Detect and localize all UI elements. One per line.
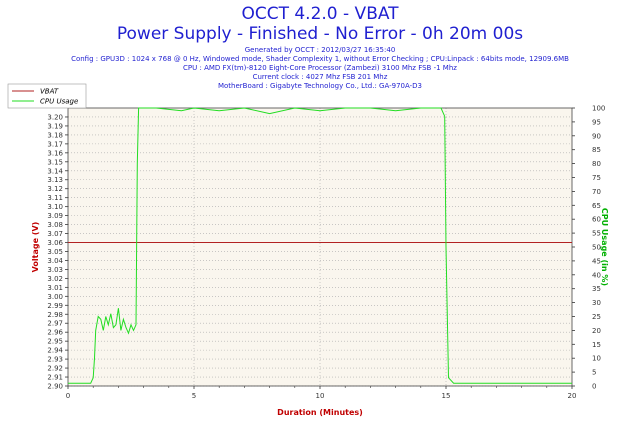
y-tick-label: 3.12 (47, 185, 63, 193)
y-tick-label: 3.01 (47, 284, 63, 292)
x-tick-label: 10 (316, 392, 325, 400)
y2-tick-label: 100 (592, 105, 605, 113)
y-tick-label: 3.18 (47, 131, 63, 139)
y-tick-label: 3.04 (47, 257, 63, 265)
info-motherboard: MotherBoard : Gigabyte Technology Co., L… (217, 82, 423, 90)
y-tick-label: 3.14 (47, 167, 63, 175)
y-tick-label: 3.09 (47, 212, 63, 220)
y2-tick-label: 30 (592, 299, 601, 307)
y-tick-label: 2.91 (47, 374, 63, 382)
y2-tick-label: 35 (592, 285, 601, 293)
y-tick-label: 3.17 (47, 140, 63, 148)
y2-tick-label: 80 (592, 160, 601, 168)
y-tick-label: 2.90 (47, 383, 63, 391)
y-tick-label: 3.10 (47, 203, 63, 211)
y-tick-label: 3.15 (47, 158, 63, 166)
info-generated: Generated by OCCT : 2012/03/27 16:35:40 (244, 46, 396, 54)
y-tick-label: 2.92 (47, 365, 63, 373)
y-axis-label: Voltage (V) (31, 222, 40, 273)
y2-tick-label: 70 (592, 188, 601, 196)
y2-tick-label: 50 (592, 244, 601, 252)
x-tick-label: 0 (66, 392, 70, 400)
y2-tick-label: 25 (592, 313, 601, 321)
y-tick-label: 2.98 (47, 311, 63, 319)
y-tick-label: 3.03 (47, 266, 63, 274)
info-clock: Current clock : 4027 Mhz FSB 201 Mhz (252, 73, 388, 81)
legend: VBAT CPU Usage (7, 83, 87, 109)
x-tick-label: 5 (192, 392, 196, 400)
y-tick-label: 2.95 (47, 338, 63, 346)
chart-title: OCCT 4.2.0 - VBAT (241, 4, 399, 24)
y2-tick-label: 75 (592, 174, 601, 182)
y2-tick-label: 45 (592, 257, 601, 265)
x-tick-label: 20 (568, 392, 577, 400)
series-line-cpu-usage (68, 107, 572, 384)
info-config: Config : GPU3D : 1024 x 768 @ 0 Hz, Wind… (71, 55, 569, 63)
legend-label: VBAT (40, 88, 59, 96)
y2-tick-label: 10 (592, 355, 601, 363)
y-tick-label: 3.13 (47, 176, 63, 184)
y-tick-label: 2.93 (47, 356, 63, 364)
y2-tick-label: 5 (592, 369, 596, 377)
y-tick-label: 3.11 (47, 194, 63, 202)
legend-label: CPU Usage (40, 98, 78, 106)
y-tick-label: 3.07 (47, 230, 63, 238)
y2-tick-label: 0 (592, 383, 596, 391)
y-tick-label: 2.97 (47, 320, 63, 328)
y2-tick-label: 20 (592, 327, 601, 335)
y-tick-label: 2.96 (47, 329, 63, 337)
y2-tick-label: 90 (592, 132, 601, 140)
y-tick-label: 3.06 (47, 239, 63, 247)
y-tick-label: 3.20 (47, 113, 63, 121)
y2-tick-label: 15 (592, 341, 601, 349)
y2-tick-label: 40 (592, 271, 601, 279)
y-tick-label: 3.16 (47, 149, 63, 157)
y2-tick-label: 60 (592, 216, 601, 224)
y-tick-label: 3.08 (47, 221, 63, 229)
x-tick-label: 15 (442, 392, 451, 400)
y2-tick-label: 95 (592, 118, 601, 126)
legend-box (7, 83, 87, 109)
y2-tick-label: 85 (592, 146, 601, 154)
series (68, 107, 572, 384)
y2-axis-label: CPU Usage (in %) (600, 208, 609, 286)
plot-frame (67, 107, 573, 387)
info-cpu: CPU : AMD FX(tm)-8120 Eight-Core Process… (183, 64, 457, 72)
y-tick-label: 3.00 (47, 293, 63, 301)
y2-tick-label: 55 (592, 230, 601, 238)
y-tick-label: 3.02 (47, 275, 63, 283)
y-tick-label: 2.99 (47, 302, 63, 310)
chart-subtitle: Power Supply - Finished - No Error - 0h … (116, 24, 524, 44)
y-tick-label: 3.19 (47, 122, 63, 130)
y-tick-label: 2.94 (47, 347, 63, 355)
axes: 2.902.912.922.932.942.952.962.972.982.99… (31, 105, 609, 418)
y2-tick-label: 65 (592, 202, 601, 210)
y-tick-label: 3.05 (47, 248, 63, 256)
x-axis-label: Duration (Minutes) (277, 408, 363, 417)
